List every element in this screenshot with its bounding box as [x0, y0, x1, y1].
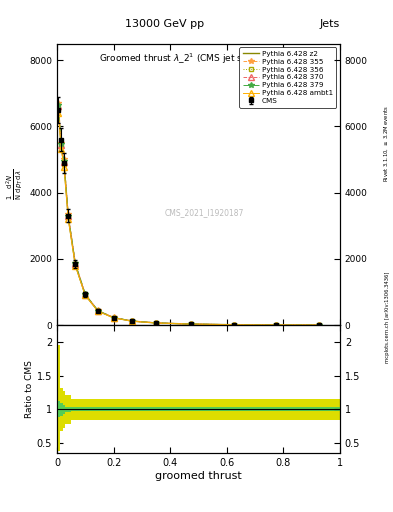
Pythia 6.428 z2 [189, 321, 194, 327]
Pythia 6.428 z2 [56, 108, 61, 114]
Text: Jets: Jets [320, 19, 340, 30]
Text: Groomed thrust $\lambda\_2^1$ (CMS jet substructure): Groomed thrust $\lambda\_2^1$ (CMS jet s… [99, 52, 298, 67]
Pythia 6.428 z2 [73, 262, 78, 268]
X-axis label: groomed thrust: groomed thrust [155, 471, 242, 481]
Pythia 6.428 z2 [83, 292, 88, 298]
Text: mcplots.cern.ch [arXiv:1306.3436]: mcplots.cern.ch [arXiv:1306.3436] [385, 272, 390, 363]
Y-axis label: Ratio to CMS: Ratio to CMS [25, 360, 34, 418]
Text: Rivet 3.1.10, $\geq$ 3.2M events: Rivet 3.1.10, $\geq$ 3.2M events [383, 105, 390, 182]
Pythia 6.428 z2 [154, 320, 158, 326]
Y-axis label: $\frac{1}{\mathrm{N}}\,\frac{\mathrm{d}^2N}{\mathrm{d}p_T\,\mathrm{d}\lambda}$: $\frac{1}{\mathrm{N}}\,\frac{\mathrm{d}^… [4, 169, 25, 200]
Text: 13000 GeV pp: 13000 GeV pp [125, 19, 205, 30]
Pythia 6.428 z2 [274, 322, 279, 328]
Pythia 6.428 z2 [66, 215, 71, 221]
Pythia 6.428 z2 [95, 308, 100, 314]
Pythia 6.428 z2 [111, 315, 116, 321]
Pythia 6.428 z2 [231, 322, 236, 328]
Line: Pythia 6.428 z2: Pythia 6.428 z2 [59, 111, 319, 325]
Pythia 6.428 z2 [62, 162, 66, 168]
Pythia 6.428 z2 [59, 144, 64, 151]
Text: CMS_2021_I1920187: CMS_2021_I1920187 [164, 208, 244, 217]
Pythia 6.428 z2 [316, 322, 321, 328]
Pythia 6.428 z2 [130, 318, 134, 324]
Legend: Pythia 6.428 z2, Pythia 6.428 355, Pythia 6.428 356, Pythia 6.428 370, Pythia 6.: Pythia 6.428 z2, Pythia 6.428 355, Pythi… [239, 47, 336, 108]
